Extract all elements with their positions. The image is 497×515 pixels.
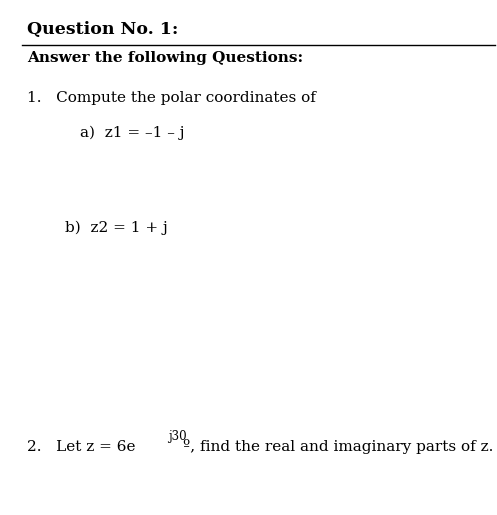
Text: 1.   Compute the polar coordinates of: 1. Compute the polar coordinates of	[27, 91, 316, 105]
Text: 2.   Let z = 6e: 2. Let z = 6e	[27, 440, 136, 454]
Text: Question No. 1:: Question No. 1:	[27, 21, 179, 38]
Text: Answer the following Questions:: Answer the following Questions:	[27, 51, 304, 65]
Text: a)  z1 = –1 – j: a) z1 = –1 – j	[80, 126, 184, 140]
Text: º, find the real and imaginary parts of z.: º, find the real and imaginary parts of …	[183, 439, 493, 454]
Text: b)  z2 = 1 + j: b) z2 = 1 + j	[65, 220, 167, 235]
Text: j30: j30	[168, 430, 186, 443]
